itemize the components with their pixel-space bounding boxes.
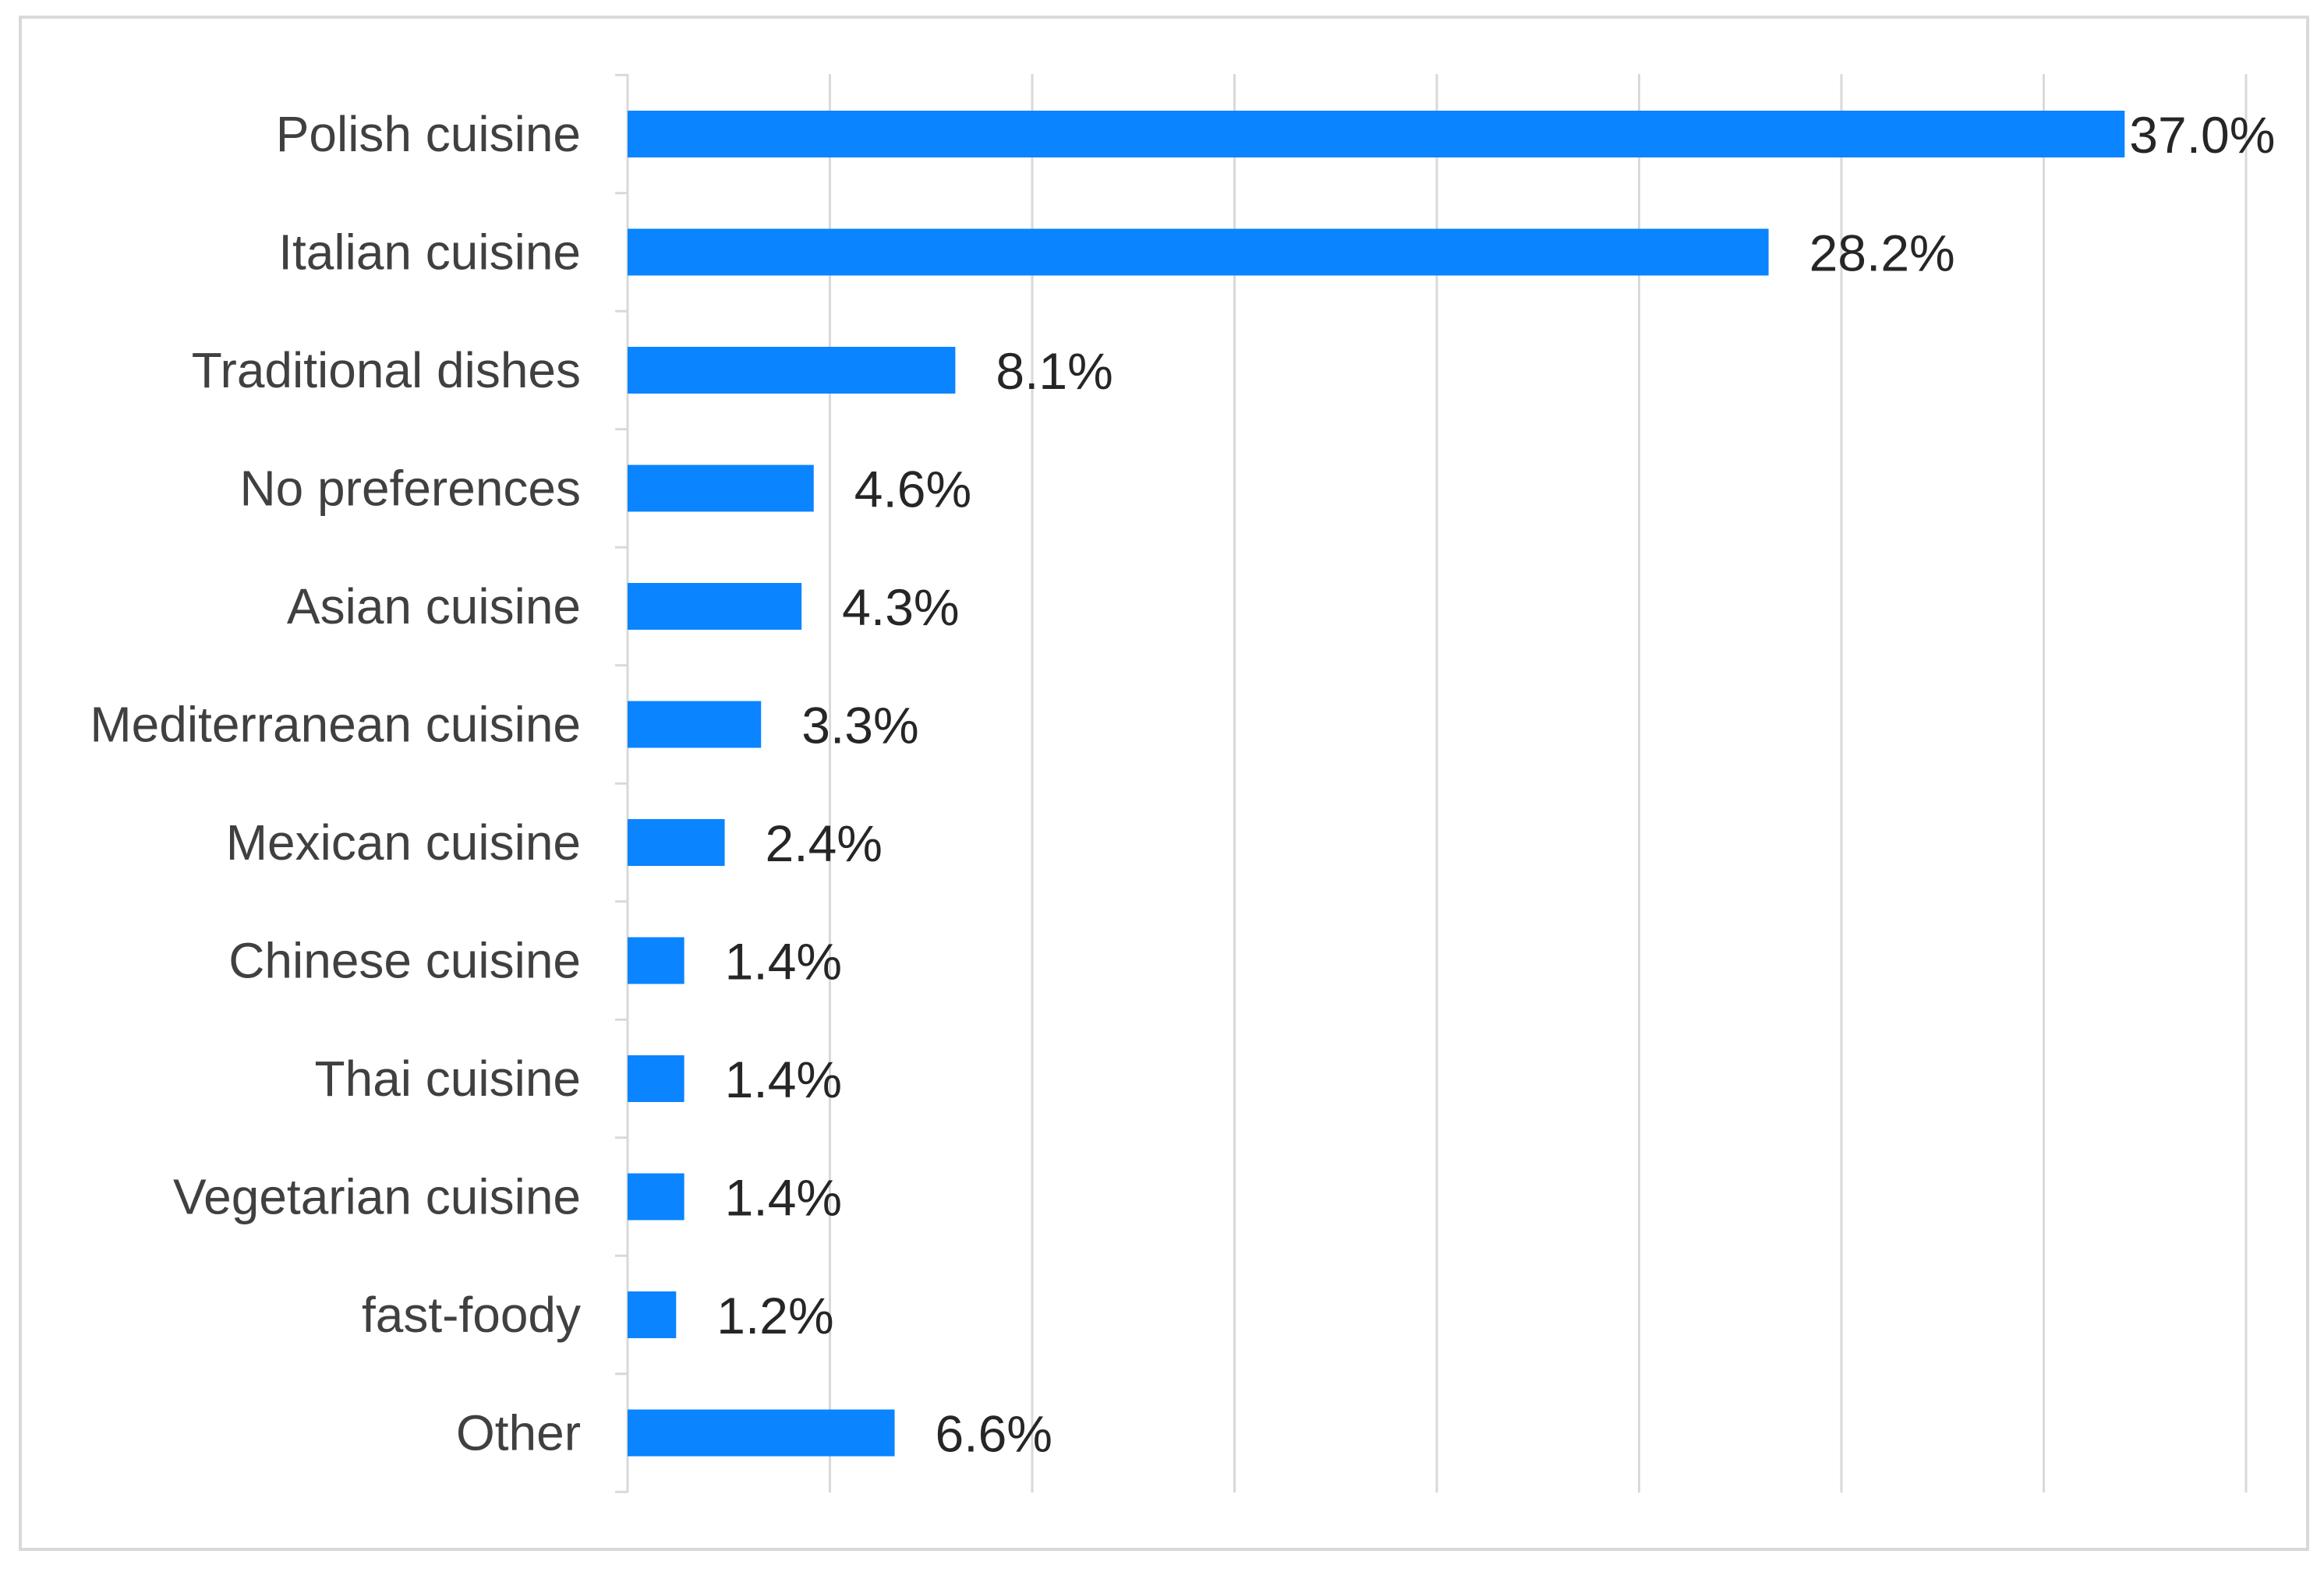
- category-label: Vegetarian cuisine: [173, 1169, 581, 1225]
- category-label: Asian cuisine: [287, 578, 581, 634]
- category-label: fast-foody: [362, 1287, 581, 1343]
- category-label: Thai cuisine: [315, 1051, 582, 1107]
- bar: [628, 1291, 677, 1338]
- bar: [628, 819, 725, 866]
- data-label: 1.4%: [725, 1051, 842, 1108]
- bar: [628, 465, 814, 512]
- data-label: 2.4%: [766, 814, 883, 872]
- category-label: Chinese cuisine: [228, 933, 581, 989]
- value-labels: 37.0% 28.2% 8.1% 4.6% 4.3% 3.3% 2.4% 1.4% 1.4% 1.…: [716, 106, 2275, 1463]
- bar: [628, 583, 802, 630]
- data-label: 4.3%: [842, 578, 959, 636]
- category-label: Mexican cuisine: [226, 814, 581, 871]
- category-axis: [615, 73, 629, 1493]
- category-labels: Polish cuisine Italian cuisine Traditional…: [90, 106, 581, 1461]
- category-label: No preferences: [239, 461, 581, 517]
- category-label: Other: [456, 1405, 581, 1461]
- bar: [628, 937, 684, 984]
- data-label: 4.6%: [854, 461, 971, 518]
- bar: [628, 228, 1769, 276]
- data-label: 6.6%: [936, 1405, 1052, 1463]
- category-label: Traditional dishes: [192, 342, 581, 398]
- bars: [628, 111, 2125, 1457]
- bar: [628, 701, 762, 748]
- data-label: 1.2%: [716, 1287, 833, 1344]
- bar: [628, 1409, 895, 1457]
- gridlines: [626, 74, 2248, 1493]
- category-label: Polish cuisine: [276, 106, 581, 162]
- bar: [628, 111, 2125, 157]
- data-label: 28.2%: [1809, 224, 1955, 282]
- data-label: 3.3%: [801, 697, 918, 754]
- bar: [628, 347, 956, 394]
- data-label: 37.0%: [2129, 106, 2275, 164]
- bar: [628, 1173, 684, 1221]
- bar: [628, 1055, 684, 1102]
- data-label: 8.1%: [996, 342, 1112, 400]
- category-label: Italian cuisine: [278, 224, 581, 281]
- category-label: Mediterranean cuisine: [90, 697, 581, 753]
- data-label: 1.4%: [725, 933, 842, 991]
- data-label: 1.4%: [725, 1169, 842, 1227]
